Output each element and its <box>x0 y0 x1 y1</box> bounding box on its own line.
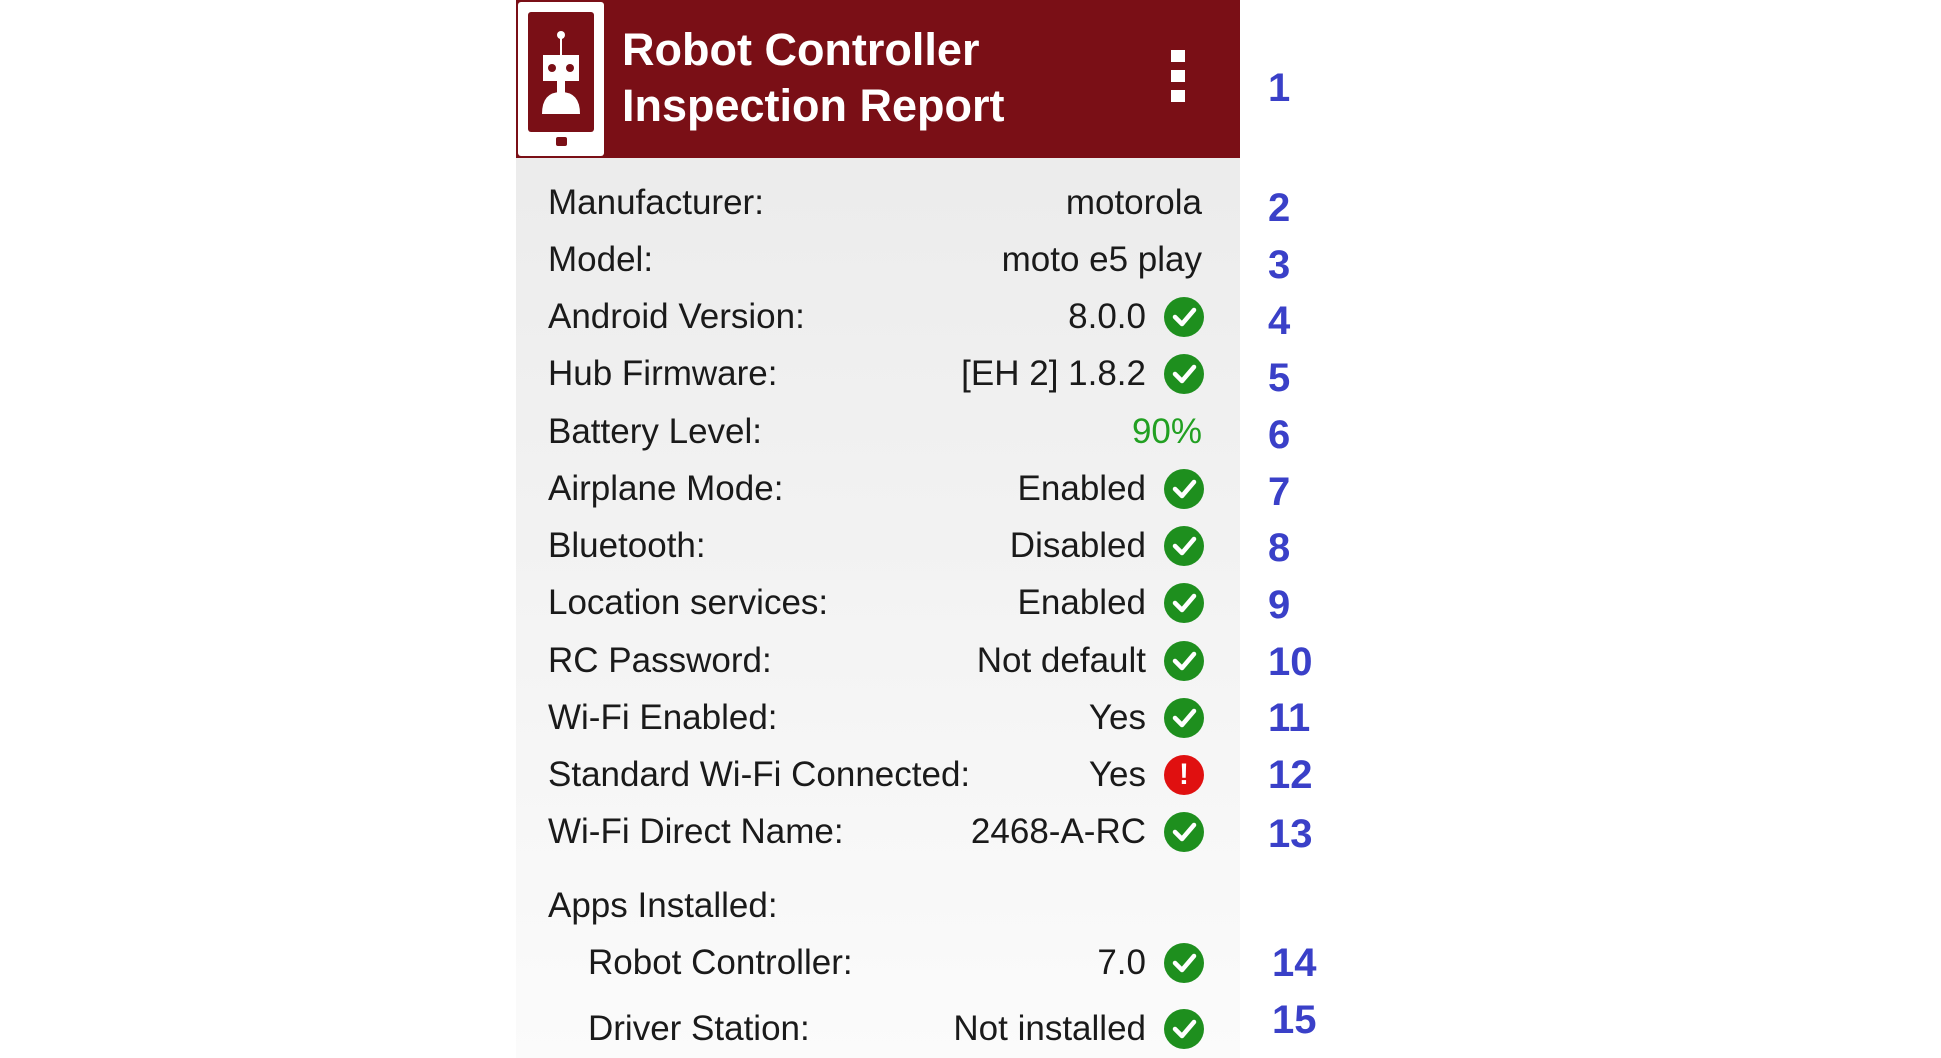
annotation-number: 10 <box>1268 640 1313 684</box>
annotation-number: 8 <box>1268 526 1291 570</box>
report-row: Driver Station: Not installed <box>548 1004 1208 1054</box>
report-row: Battery Level: 90% <box>548 407 1208 457</box>
row-value: Enabled <box>1017 469 1146 508</box>
apps-heading-label: Apps Installed: <box>548 886 778 925</box>
report-row: Airplane Mode: Enabled <box>548 464 1208 514</box>
row-label: Bluetooth: <box>548 526 706 565</box>
annotation-number: 12 <box>1268 753 1313 797</box>
report-row: Model: moto e5 play <box>548 235 1208 285</box>
row-label: Standard Wi-Fi Connected: <box>548 755 971 794</box>
title-line-1: Robot Controller <box>622 24 980 75</box>
row-value: [EH 2] 1.8.2 <box>961 354 1146 393</box>
row-label: Hub Firmware: <box>548 354 778 393</box>
row-label: RC Password: <box>548 641 772 680</box>
row-label: Airplane Mode: <box>548 469 784 508</box>
annotation-number: 5 <box>1268 356 1291 400</box>
row-value: Enabled <box>1017 583 1146 622</box>
report-row: Manufacturer: motorola <box>548 178 1208 228</box>
report-row: RC Password: Not default <box>548 636 1208 686</box>
annotation-number: 3 <box>1268 243 1291 287</box>
report-row: Wi-Fi Direct Name: 2468-A-RC <box>548 807 1208 857</box>
row-value: 7.0 <box>1097 943 1146 982</box>
check-circle-icon <box>1164 526 1204 566</box>
check-circle-icon <box>1164 1009 1204 1049</box>
check-circle-icon <box>1164 943 1204 983</box>
row-label: Driver Station: <box>588 1009 810 1048</box>
report-row: Android Version: 8.0.0 <box>548 292 1208 342</box>
row-label: Wi-Fi Direct Name: <box>548 812 844 851</box>
check-circle-icon <box>1164 583 1204 623</box>
annotation-number: 7 <box>1268 470 1291 514</box>
report-row: Hub Firmware: [EH 2] 1.8.2 <box>548 349 1208 399</box>
row-value: Not default <box>976 641 1146 680</box>
report-row: Bluetooth: Disabled <box>548 521 1208 571</box>
row-label: Model: <box>548 240 654 279</box>
check-circle-icon <box>1164 469 1204 509</box>
row-label: Battery Level: <box>548 412 762 451</box>
annotation-number: 4 <box>1268 299 1291 343</box>
check-circle-icon <box>1164 641 1204 681</box>
row-value: 8.0.0 <box>1068 297 1146 336</box>
report-row: Standard Wi-Fi Connected: Yes! <box>548 750 1208 800</box>
check-circle-icon <box>1164 698 1204 738</box>
report-row: Robot Controller: 7.0 <box>548 938 1208 988</box>
error-circle-icon: ! <box>1164 755 1204 795</box>
row-value: Yes <box>1088 755 1146 794</box>
apps-installed-heading: Apps Installed: <box>548 881 1208 931</box>
row-value: Not installed <box>953 1009 1146 1048</box>
check-circle-icon <box>1164 297 1204 337</box>
check-circle-icon <box>1164 812 1204 852</box>
inspection-panel: Robot Controller Inspection Report Manuf… <box>516 0 1240 1058</box>
annotation-number: 15 <box>1272 998 1317 1042</box>
annotation-number: 14 <box>1272 941 1317 985</box>
row-value: Yes <box>1088 698 1146 737</box>
annotation-number: 9 <box>1268 583 1291 627</box>
check-circle-icon <box>1164 354 1204 394</box>
annotation-number: 6 <box>1268 413 1291 457</box>
annotation-number: 2 <box>1268 186 1291 230</box>
row-value: 90% <box>1131 412 1202 451</box>
row-label: Android Version: <box>548 297 805 336</box>
row-value: motorola <box>1065 183 1202 222</box>
robot-phone-icon <box>518 2 604 156</box>
annotation-number: 1 <box>1268 66 1291 110</box>
row-value: Disabled <box>1009 526 1146 565</box>
row-label: Robot Controller: <box>588 943 853 982</box>
row-label: Manufacturer: <box>548 183 764 222</box>
row-label: Wi-Fi Enabled: <box>548 698 778 737</box>
page-title: Robot Controller Inspection Report <box>622 22 1005 134</box>
annotation-number: 13 <box>1268 812 1313 856</box>
row-value: 2468-A-RC <box>970 812 1146 851</box>
app-header: Robot Controller Inspection Report <box>516 0 1240 158</box>
title-line-2: Inspection Report <box>622 80 1005 131</box>
row-label: Location services: <box>548 583 829 622</box>
row-value: moto e5 play <box>1001 240 1202 279</box>
more-vertical-icon[interactable] <box>1171 50 1187 108</box>
report-row: Wi-Fi Enabled: Yes <box>548 693 1208 743</box>
annotation-number: 11 <box>1268 696 1311 740</box>
report-row: Location services: Enabled <box>548 578 1208 628</box>
